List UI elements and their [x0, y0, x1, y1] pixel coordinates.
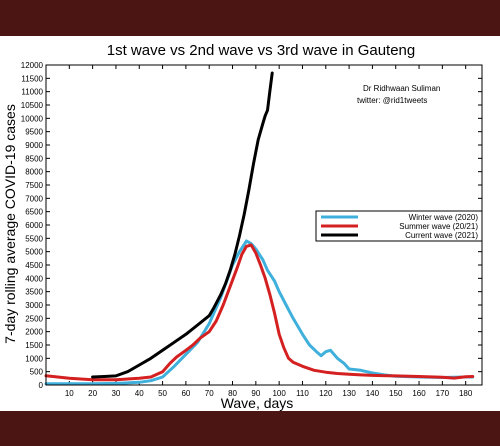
- y-tick-label: 9000: [25, 141, 43, 150]
- author-annotation: Dr Ridhwaan Suliman: [363, 84, 440, 93]
- x-tick-label: 20: [88, 389, 97, 398]
- legend-label: Winter wave (2020): [409, 213, 479, 222]
- top-band: [0, 0, 500, 36]
- x-tick-label: 120: [319, 389, 333, 398]
- y-tick-label: 10000: [21, 114, 44, 123]
- y-tick-label: 2500: [25, 314, 43, 323]
- legend-label: Current wave (2021): [405, 231, 478, 240]
- y-axis-label: 7-day rolling average COVID-19 cases: [2, 104, 18, 344]
- y-tick-label: 11500: [21, 74, 43, 83]
- x-tick-label: 30: [111, 389, 120, 398]
- series-line-2: [44, 243, 475, 382]
- y-tick-label: 5000: [25, 248, 43, 257]
- y-tick-label: 3000: [25, 301, 43, 310]
- series-line-3: [91, 71, 274, 379]
- x-tick-label: 90: [251, 389, 260, 398]
- x-tick-label: 110: [296, 389, 309, 398]
- legend-label: Summer wave (20/21): [399, 222, 478, 231]
- y-tick-label: 500: [30, 368, 44, 377]
- y-axis-ticks: 0 500 1000 1500 2000 2500 3000 3500 4000 4500 5000…: [21, 61, 482, 390]
- x-tick-label: 70: [205, 389, 214, 398]
- legend: Winter wave (2020)Summer wave (20/21)Cur…: [315, 210, 483, 242]
- x-tick-label: 140: [366, 389, 380, 398]
- y-tick-label: 6000: [25, 221, 43, 230]
- y-tick-label: 9500: [25, 128, 43, 137]
- y-tick-label: 4000: [25, 274, 43, 283]
- y-tick-label: 7500: [25, 181, 43, 190]
- y-tick-label: 7000: [25, 194, 43, 203]
- x-tick-label: 180: [459, 389, 473, 398]
- x-tick-label: 100: [272, 389, 286, 398]
- y-tick-label: 11000: [21, 88, 43, 97]
- series-line-1: [44, 239, 475, 386]
- y-tick-label: 8500: [25, 154, 43, 163]
- y-tick-label: 6500: [25, 208, 43, 217]
- y-tick-label: 4500: [25, 261, 43, 270]
- x-tick-label: 150: [389, 389, 403, 398]
- bottom-band: [0, 411, 500, 446]
- y-tick-label: 12000: [21, 61, 44, 70]
- x-axis-label: Wave, days: [221, 395, 294, 411]
- twitter-annotation: twitter: @rid1tweets: [357, 96, 427, 105]
- x-tick-label: 160: [412, 389, 426, 398]
- x-tick-label: 50: [158, 389, 167, 398]
- x-tick-label: 10: [65, 389, 74, 398]
- y-tick-label: 5500: [25, 234, 43, 243]
- y-tick-label: 10500: [21, 101, 44, 110]
- x-tick-label: 130: [342, 389, 356, 398]
- y-tick-label: 3500: [25, 288, 43, 297]
- x-tick-label: 60: [181, 389, 190, 398]
- series-lines: [44, 71, 475, 386]
- x-tick-label: 40: [135, 389, 144, 398]
- y-tick-label: 1500: [25, 341, 43, 350]
- y-tick-label: 0: [39, 381, 44, 390]
- chart-title: 1st wave vs 2nd wave vs 3rd wave in Gaut…: [107, 42, 416, 59]
- x-axis-ticks: 10 20 30 40 50 60 70 80 90 100 110 120 130 140 150 160 1…: [65, 65, 473, 398]
- x-tick-label: 170: [436, 389, 450, 398]
- x-tick-label: 80: [228, 389, 237, 398]
- y-tick-label: 1000: [25, 354, 43, 363]
- y-tick-label: 8000: [25, 168, 43, 177]
- y-tick-label: 2000: [25, 328, 43, 337]
